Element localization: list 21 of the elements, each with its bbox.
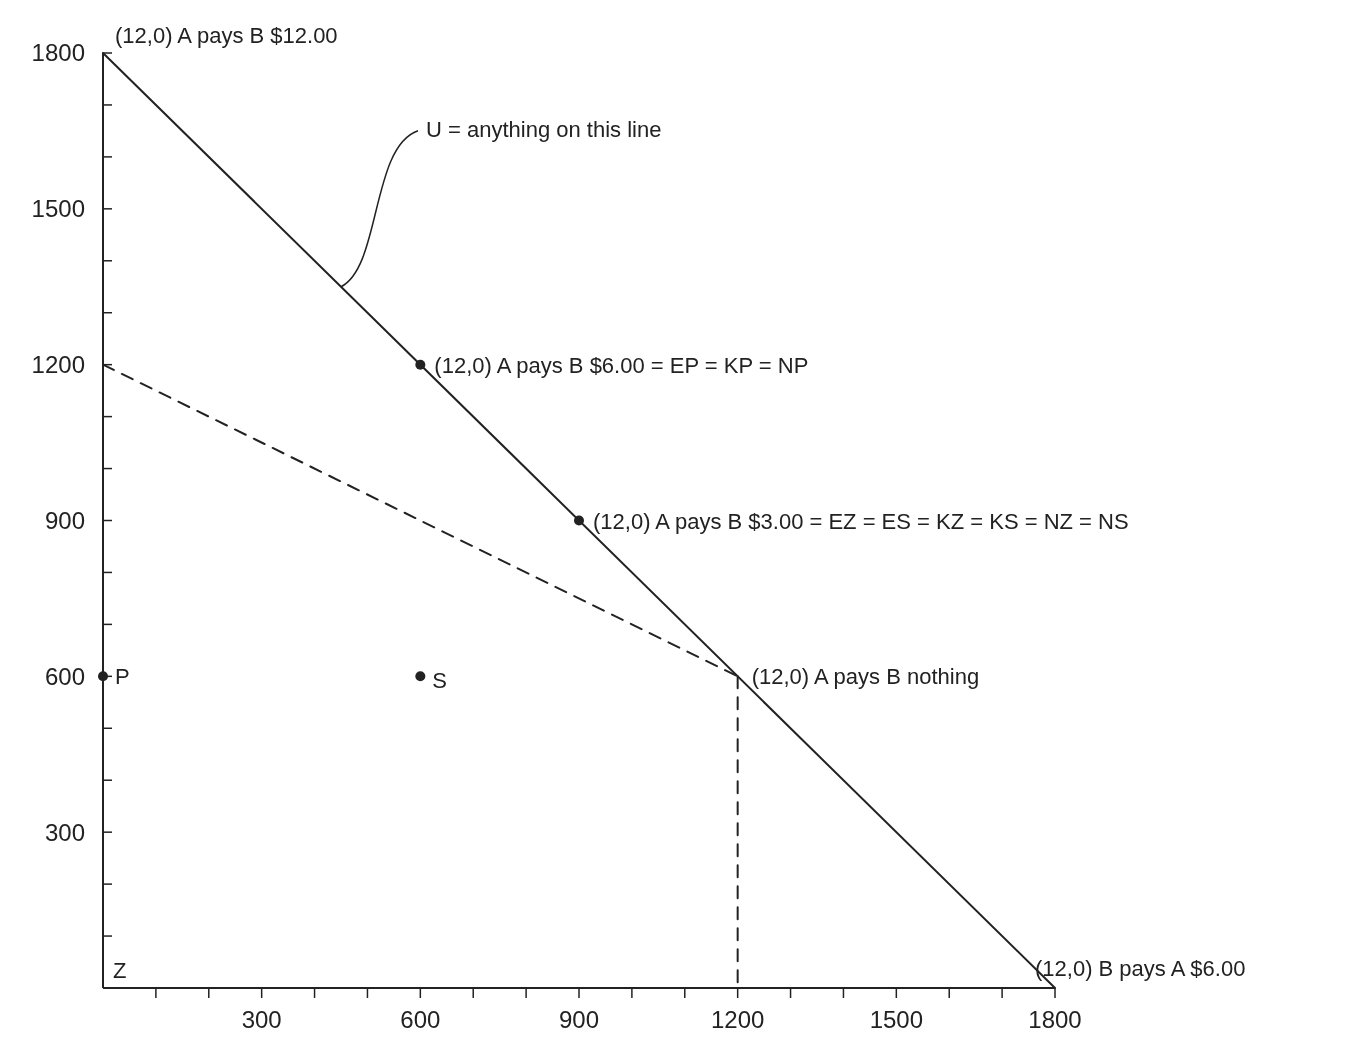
x-tick-label: 1500 [869,1006,924,1033]
x-tick-label: 600 [400,1006,441,1033]
annotation: (12,0) A pays B $12.00 [115,23,338,48]
annotation: (12,0) A pays B $3.00 = EZ = ES = KZ = KS = NZ = NS [593,508,1129,534]
annotation: (12,0) A pays B nothing [751,664,980,690]
y-tick-label: 600 [44,662,85,690]
y-tick-label: 900 [44,506,85,534]
annotation: S [432,668,448,694]
annotation: P [115,664,130,690]
x-tick-label: 900 [558,1006,600,1033]
y-tick-label: 1800 [31,39,85,67]
y-tick-label: 1200 [31,351,85,379]
annotation: U = anything on this line [426,116,662,142]
annotation: Z [113,958,127,983]
annotation: (12,0) B pays A $6.00 [1035,956,1246,981]
y-tick-label: 300 [44,818,85,846]
y-tick-label: 1500 [31,195,85,223]
annotation: (12,0) A pays B $6.00 = EP = KP = NP [434,352,809,378]
x-tick-label: 1200 [710,1006,765,1033]
x-tick-label: 1800 [1028,1006,1082,1033]
x-tick-label: 300 [241,1006,282,1033]
